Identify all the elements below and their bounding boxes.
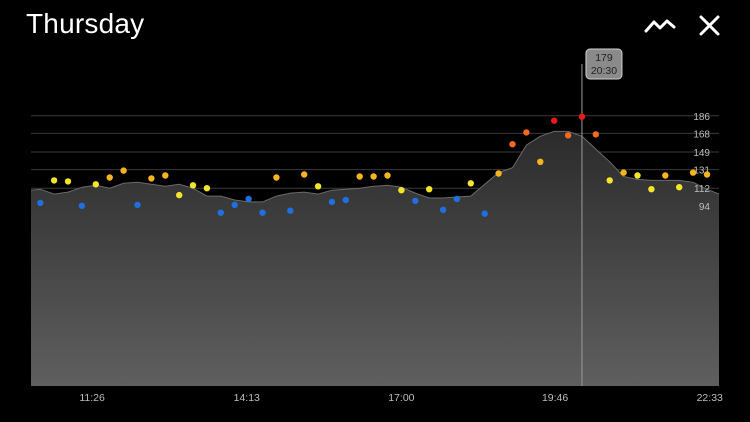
reading-point bbox=[592, 131, 599, 138]
reading-point bbox=[203, 185, 211, 192]
area-fill bbox=[31, 131, 719, 386]
reading-point bbox=[342, 196, 349, 204]
reading-point bbox=[259, 209, 266, 216]
reading-points bbox=[37, 113, 711, 217]
reading-point bbox=[314, 183, 322, 190]
x-tick-label: 14:13 bbox=[234, 392, 260, 404]
reading-point bbox=[676, 184, 683, 191]
reading-point bbox=[64, 178, 72, 185]
reading-point bbox=[50, 177, 58, 184]
reading-point bbox=[370, 173, 377, 180]
reading-point bbox=[412, 197, 419, 205]
y-tick-label: 94 bbox=[699, 202, 711, 213]
reading-point bbox=[662, 172, 669, 179]
reading-point bbox=[231, 201, 238, 209]
reading-point bbox=[439, 206, 447, 213]
reading-point bbox=[120, 167, 127, 174]
reading-point bbox=[495, 170, 502, 177]
tooltip-time: 20:30 bbox=[591, 65, 617, 77]
reading-point bbox=[92, 181, 100, 188]
x-axis-ticks: 11:26 14:13 17:00 19:46 22:33 bbox=[79, 392, 723, 404]
reading-point bbox=[134, 201, 141, 209]
reading-point bbox=[648, 186, 655, 193]
reading-point bbox=[106, 174, 113, 181]
y-tick-label: 168 bbox=[693, 129, 710, 140]
tooltip-value: 179 bbox=[595, 52, 613, 64]
page-title: Thursday bbox=[26, 8, 145, 39]
reading-point bbox=[384, 172, 391, 179]
x-tick-label: 19:46 bbox=[542, 392, 568, 404]
reading-point bbox=[356, 173, 363, 180]
smoothed-line bbox=[30, 130, 720, 203]
x-tick-label: 22:33 bbox=[697, 392, 723, 404]
smoothed-area bbox=[30, 130, 720, 386]
reading-point bbox=[620, 169, 627, 176]
close-icon[interactable] bbox=[694, 12, 726, 40]
reading-point bbox=[578, 113, 586, 120]
reading-point bbox=[467, 180, 474, 187]
trend-line-icon[interactable] bbox=[644, 12, 676, 40]
reading-point bbox=[551, 117, 558, 124]
x-tick-label: 17:00 bbox=[388, 392, 414, 404]
reading-point bbox=[148, 175, 155, 182]
reading-point bbox=[509, 141, 516, 148]
reading-point bbox=[176, 191, 183, 199]
reading-point bbox=[162, 172, 169, 179]
x-tick-label: 11:26 bbox=[79, 392, 105, 404]
reading-point bbox=[689, 169, 697, 176]
y-tick-label: 112 bbox=[694, 184, 710, 195]
reading-point bbox=[78, 202, 86, 209]
y-tick-label: 186 bbox=[693, 112, 710, 123]
reading-point bbox=[217, 209, 224, 216]
reading-point bbox=[481, 210, 488, 217]
reading-point bbox=[564, 132, 572, 139]
y-tick-label: 131 bbox=[693, 166, 710, 177]
reading-point bbox=[426, 186, 433, 193]
reading-point bbox=[273, 174, 280, 181]
reading-point bbox=[398, 187, 405, 194]
y-axis-ticks: 94 112 131 149 168 186 bbox=[693, 112, 710, 213]
reading-point bbox=[537, 158, 544, 165]
reading-point bbox=[189, 182, 197, 189]
y-tick-label: 149 bbox=[693, 148, 710, 159]
reading-point bbox=[37, 199, 44, 207]
value-tooltip: 179 20:30 bbox=[585, 48, 623, 80]
reading-point bbox=[245, 195, 252, 203]
reading-point bbox=[453, 195, 461, 203]
reading-point bbox=[328, 198, 336, 206]
reading-point bbox=[606, 177, 613, 184]
reading-point bbox=[523, 129, 530, 136]
reading-point bbox=[287, 207, 294, 214]
reading-point bbox=[703, 171, 711, 178]
reading-point bbox=[634, 172, 641, 179]
reading-point bbox=[301, 171, 308, 178]
